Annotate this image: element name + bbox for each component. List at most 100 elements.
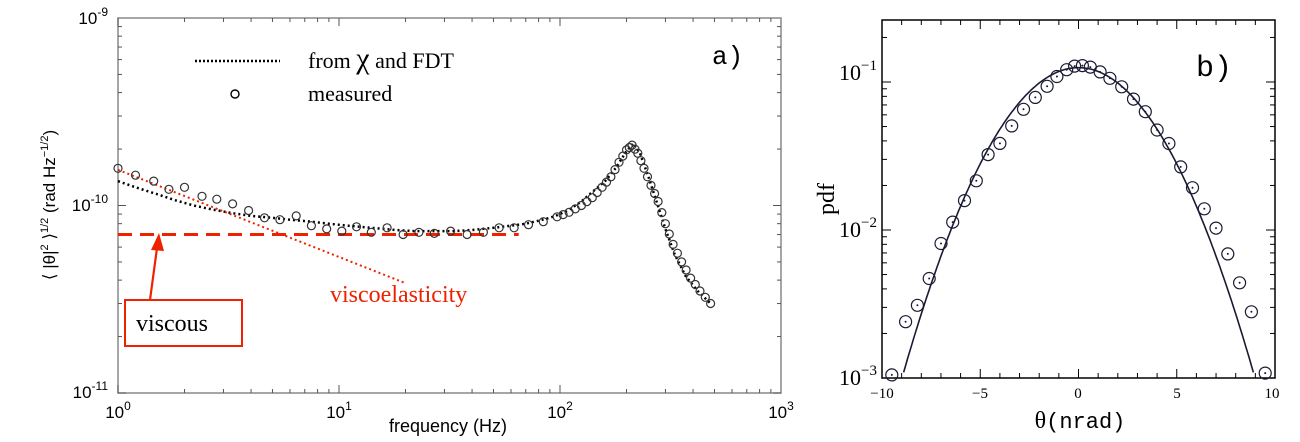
b-data-point-center xyxy=(1179,165,1182,168)
b-xtick-label-10: 10 xyxy=(1265,386,1280,402)
panel-b-marks xyxy=(885,58,1272,382)
b-xtick-label-0: 0 xyxy=(1074,386,1082,402)
a-measured-point xyxy=(664,229,674,239)
b-data-point xyxy=(946,215,960,229)
b-data-point-center xyxy=(1022,108,1025,111)
a-measured-point xyxy=(337,226,347,236)
a-measured-point xyxy=(649,188,660,199)
a-ytick-label-1e-11: 10-11 xyxy=(73,379,109,402)
panel-a-lines xyxy=(117,141,712,305)
a-measured-point xyxy=(494,223,504,233)
a-xtick-label-1e2: 102 xyxy=(547,399,573,422)
a-ytick-label-1e-10: 10-10 xyxy=(72,192,109,215)
a-panel-label: a) xyxy=(712,42,743,72)
a-measured-point xyxy=(538,217,548,227)
b-data-point xyxy=(1103,71,1117,85)
panel-b-lines xyxy=(902,66,1255,373)
a-measured-point xyxy=(414,227,424,237)
b-data-point-center xyxy=(1156,129,1159,131)
b-data-point-center xyxy=(1120,85,1123,88)
a-measured-point xyxy=(291,211,301,221)
b-data-point-center xyxy=(1055,75,1058,78)
b-data-point xyxy=(1040,79,1054,93)
b-data-point-center xyxy=(1238,281,1241,284)
b-data-point-center xyxy=(998,142,1001,145)
a-measured-point xyxy=(690,279,700,290)
a-legend-fdt-label: from χ and FDT xyxy=(308,42,454,75)
a-measured-point xyxy=(601,177,612,187)
panel-b: 10−1 10−2 10−3 −10 −5 0 5 10 θ(nrad) pdf… xyxy=(814,19,1280,435)
b-gaussian-fit-line xyxy=(902,66,1255,373)
b-data-point-center xyxy=(890,373,893,376)
a-measured-point xyxy=(681,265,691,275)
b-data-point xyxy=(1126,92,1141,106)
a-measured-point xyxy=(685,273,696,283)
a-measured-point xyxy=(429,228,439,238)
panel-b-ticks xyxy=(881,20,1276,379)
a-measured-point xyxy=(130,170,141,180)
a-measured-point xyxy=(676,257,687,267)
a-measured-point xyxy=(576,200,587,211)
b-data-point xyxy=(993,136,1007,150)
b-data-point xyxy=(885,368,899,382)
b-data-point-center xyxy=(975,179,978,182)
b-data-point xyxy=(1209,221,1223,235)
a-measured-point xyxy=(179,182,190,192)
b-data-point-center xyxy=(1215,227,1217,230)
a-legend-measured-label: measured xyxy=(308,81,392,106)
b-data-point xyxy=(1050,69,1064,84)
a-fdt-line xyxy=(117,141,712,305)
b-ytick-label-1e-1: 10−1 xyxy=(839,58,877,85)
a-xtick-label-1e0: 100 xyxy=(105,399,131,422)
a-measured-point xyxy=(570,204,580,214)
b-data-point xyxy=(1075,58,1090,73)
a-annotation-arrow-head xyxy=(151,233,164,251)
a-measured-point xyxy=(366,227,376,237)
a-yaxis-label: ⟨ |θ|2 ⟩1/2 (rad Hz−1/2) xyxy=(39,130,59,280)
a-measured-point xyxy=(259,213,270,223)
a-measured-point xyxy=(700,292,710,302)
b-data-point-center xyxy=(1010,124,1013,127)
b-data-point-center xyxy=(1081,64,1084,67)
b-data-point-center xyxy=(1073,65,1076,68)
b-data-point xyxy=(1005,119,1019,133)
a-measured-point xyxy=(618,151,628,161)
a-measured-point xyxy=(197,191,207,201)
b-data-point xyxy=(1258,366,1272,380)
a-annotation-viscous: viscous xyxy=(136,311,208,337)
b-data-point-center xyxy=(928,277,931,280)
b-data-point-center xyxy=(1191,186,1194,189)
b-data-point xyxy=(1221,247,1235,261)
b-data-point xyxy=(1150,123,1164,137)
b-data-point-center xyxy=(963,199,966,202)
b-data-point xyxy=(1028,90,1042,105)
a-measured-point xyxy=(636,156,646,166)
a-measured-point xyxy=(624,142,634,153)
a-measured-point xyxy=(351,222,362,232)
a-measured-point xyxy=(509,223,519,233)
a-measured-point xyxy=(552,212,562,222)
a-measured-point xyxy=(660,219,671,229)
panel-a-marks xyxy=(113,140,716,309)
a-measured-point xyxy=(149,176,159,186)
a-measured-point xyxy=(244,205,254,216)
a-xaxis-label: frequency (Hz) xyxy=(389,416,507,436)
b-data-point xyxy=(957,194,972,208)
a-measured-point xyxy=(639,163,649,173)
b-data-point-center xyxy=(1108,77,1111,80)
a-measured-point xyxy=(164,184,174,194)
a-measured-point xyxy=(523,220,534,230)
a-measured-point xyxy=(705,298,716,309)
b-data-point xyxy=(1174,160,1188,174)
b-data-point xyxy=(981,148,995,162)
a-measured-point xyxy=(228,199,238,209)
panel-a-ticks xyxy=(117,18,781,394)
b-data-point-center xyxy=(1132,98,1135,101)
b-panel-label: b) xyxy=(1196,52,1232,86)
b-data-point xyxy=(910,298,925,312)
b-yaxis-label: pdf xyxy=(814,183,840,215)
b-data-point xyxy=(922,271,936,286)
b-data-point-center xyxy=(1250,310,1253,313)
b-data-point xyxy=(1185,181,1200,195)
